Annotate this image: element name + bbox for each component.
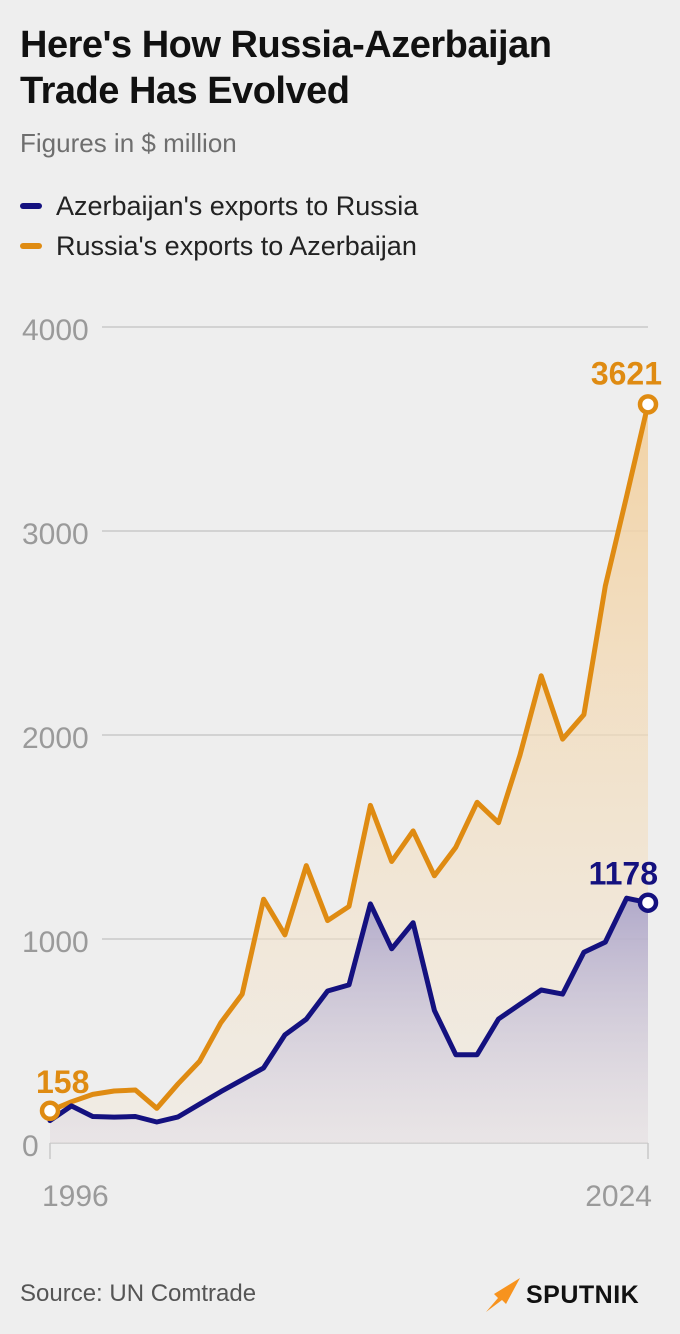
brand-name: SPUTNIK — [526, 1280, 640, 1309]
chart-legend: Azerbaijan's exports to Russia Russia's … — [20, 186, 418, 266]
legend-label-azerbaijan: Azerbaijan's exports to Russia — [56, 190, 419, 221]
sputnik-arrow-icon — [486, 1278, 520, 1312]
y-tick-label: 1000 — [22, 926, 89, 959]
y-tick-label: 3000 — [22, 518, 89, 551]
chart-subtitle: Figures in $ million — [20, 128, 237, 158]
russia-start-value-label: 158 — [36, 1064, 89, 1100]
legend-item-russia: Russia's exports to Azerbaijan — [20, 226, 418, 266]
legend-item-azerbaijan: Azerbaijan's exports to Russia — [20, 186, 418, 226]
russia-start-marker — [39, 1100, 61, 1122]
y-tick-label: 4000 — [22, 314, 89, 347]
area-layer — [50, 404, 648, 1143]
page-title: Here's How Russia-Azerbaijan Trade Has E… — [20, 24, 552, 112]
azerbaijan-exports-area — [50, 898, 648, 1143]
y-tick-label: 0 — [22, 1130, 39, 1163]
legend-swatch-russia — [20, 243, 42, 249]
grid-layer: 0 1000 2000 3000 4000 1996 2024 — [22, 314, 652, 1213]
russia-end-value-label: 3621 — [591, 355, 662, 391]
legend-label-russia: Russia's exports to Azerbaijan — [56, 230, 417, 261]
azerbaijan-end-marker — [637, 892, 659, 913]
line-layer — [47, 401, 651, 1125]
source-note: Source: UN Comtrade — [20, 1280, 257, 1307]
label-layer: 158 3621 1178 — [36, 355, 662, 1122]
russia-exports-area — [50, 404, 648, 1143]
x-tick-label-end: 2024 — [585, 1180, 652, 1213]
azerbaijan-end-value-label: 1178 — [589, 856, 658, 892]
russia-end-marker — [637, 394, 659, 415]
brand-logo: SPUTNIK — [484, 1276, 639, 1314]
trade-area-chart: 0 1000 2000 3000 4000 1996 2024 158 3621 1178 — [22, 314, 662, 1213]
y-tick-label: 2000 — [22, 722, 89, 755]
legend-swatch-azerbaijan — [20, 203, 42, 209]
x-tick-label-start: 1996 — [42, 1180, 109, 1213]
